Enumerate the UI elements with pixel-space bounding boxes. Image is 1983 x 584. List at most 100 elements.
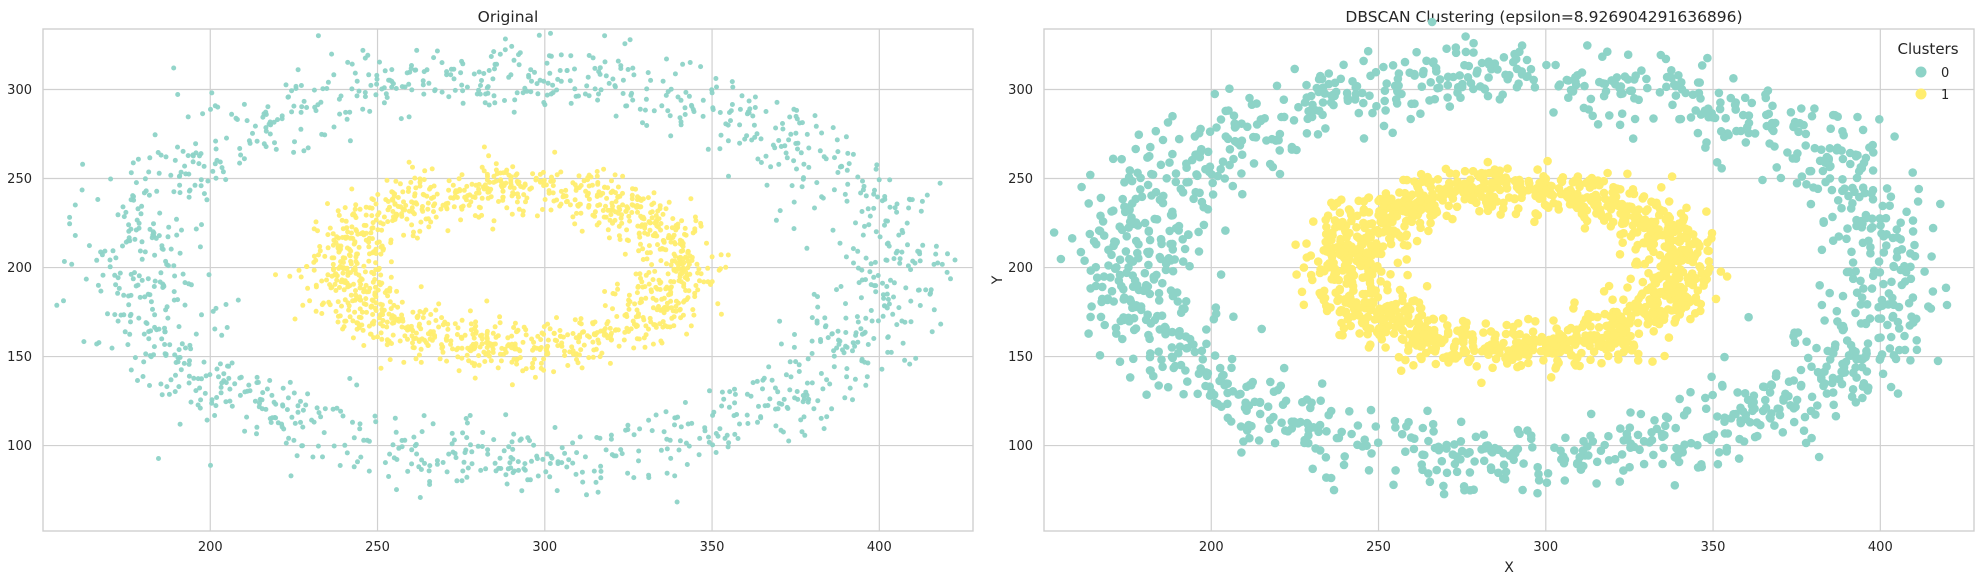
point-series-0 xyxy=(596,69,602,75)
point-series-0 xyxy=(338,93,344,99)
point-series-1 xyxy=(633,271,639,277)
point-series-1 xyxy=(678,279,684,285)
point-series-0 xyxy=(859,209,865,214)
point-series-1 xyxy=(643,295,649,301)
point-series-0 xyxy=(191,375,197,381)
point-series-0 xyxy=(1912,345,1922,355)
point-series-1 xyxy=(325,232,331,238)
point-series-0 xyxy=(773,125,779,131)
point-series-0 xyxy=(275,117,280,123)
point-series-0 xyxy=(61,259,67,264)
point-series-0 xyxy=(1851,398,1861,407)
point-series-0 xyxy=(1703,53,1712,63)
point-series-0 xyxy=(197,244,203,250)
point-series-0 xyxy=(130,276,136,282)
point-series-1 xyxy=(389,189,395,195)
point-series-0 xyxy=(534,456,540,462)
point-series-0 xyxy=(1779,396,1788,405)
point-series-0 xyxy=(835,149,841,155)
point-series-0 xyxy=(793,113,799,119)
point-series-1 xyxy=(682,275,688,281)
point-series-0 xyxy=(1107,286,1117,296)
point-series-0 xyxy=(137,294,143,300)
point-series-0 xyxy=(186,171,192,177)
point-series-0 xyxy=(464,474,470,480)
point-series-0 xyxy=(758,136,764,142)
point-series-0 xyxy=(880,313,886,319)
point-series-0 xyxy=(665,108,671,114)
point-series-0 xyxy=(161,283,167,289)
point-series-0 xyxy=(1655,88,1665,97)
point-series-1 xyxy=(373,260,379,266)
point-series-0 xyxy=(698,64,704,70)
point-series-1 xyxy=(573,335,579,341)
point-series-1 xyxy=(692,214,698,220)
point-series-0 xyxy=(193,388,199,394)
point-series-0 xyxy=(344,450,350,456)
point-series-1 xyxy=(1693,286,1703,295)
point-series-1 xyxy=(459,206,465,212)
point-series-1 xyxy=(605,227,611,233)
point-series-1 xyxy=(530,365,536,371)
point-series-0 xyxy=(706,434,711,440)
point-series-0 xyxy=(141,331,147,337)
point-series-0 xyxy=(769,377,775,383)
point-series-1 xyxy=(641,216,647,222)
point-series-0 xyxy=(421,413,427,419)
point-series-0 xyxy=(824,377,830,383)
point-series-0 xyxy=(1290,64,1299,74)
point-series-0 xyxy=(783,150,789,156)
point-series-0 xyxy=(1437,456,1447,466)
point-series-0 xyxy=(1318,98,1328,107)
point-series-0 xyxy=(1391,423,1400,432)
point-series-0 xyxy=(680,61,686,67)
point-series-0 xyxy=(127,313,133,319)
point-series-0 xyxy=(1289,116,1299,125)
point-series-0 xyxy=(1636,409,1646,419)
point-series-0 xyxy=(1289,417,1299,427)
point-series-0 xyxy=(1722,447,1731,456)
point-series-0 xyxy=(1642,74,1651,84)
point-series-0 xyxy=(1936,199,1945,209)
point-series-0 xyxy=(1882,184,1892,193)
point-series-0 xyxy=(1789,404,1799,413)
point-series-1 xyxy=(1335,285,1344,295)
point-series-1 xyxy=(395,304,401,310)
point-series-0 xyxy=(516,62,522,68)
point-series-0 xyxy=(799,120,805,126)
point-series-0 xyxy=(468,442,473,448)
point-series-1 xyxy=(384,324,390,330)
point-series-0 xyxy=(1829,400,1838,410)
point-series-0 xyxy=(672,415,678,421)
point-series-0 xyxy=(420,78,426,84)
point-series-0 xyxy=(176,324,182,330)
point-series-1 xyxy=(661,238,667,244)
point-series-0 xyxy=(1559,452,1568,461)
point-series-1 xyxy=(1634,329,1644,339)
point-series-0 xyxy=(842,191,848,197)
point-series-0 xyxy=(1287,424,1297,433)
point-series-0 xyxy=(547,474,553,480)
point-series-0 xyxy=(1340,452,1349,461)
point-series-1 xyxy=(362,269,368,275)
point-series-0 xyxy=(1442,440,1451,450)
point-series-0 xyxy=(1933,356,1943,366)
point-series-0 xyxy=(1272,81,1282,91)
point-series-0 xyxy=(197,385,203,391)
x-tick-label: 400 xyxy=(867,540,892,555)
point-series-1 xyxy=(340,270,346,276)
point-series-1 xyxy=(451,204,457,210)
point-series-0 xyxy=(1806,199,1816,209)
point-series-1 xyxy=(458,217,464,223)
point-series-1 xyxy=(1481,319,1491,328)
plot-area xyxy=(1043,28,1975,532)
point-series-0 xyxy=(1715,104,1725,114)
point-series-0 xyxy=(1701,143,1710,152)
point-series-1 xyxy=(459,172,465,178)
point-series-1 xyxy=(337,285,342,290)
point-series-1 xyxy=(366,244,372,250)
point-series-1 xyxy=(530,360,536,366)
point-series-0 xyxy=(475,443,481,449)
point-series-0 xyxy=(778,427,784,433)
point-series-0 xyxy=(140,374,146,379)
